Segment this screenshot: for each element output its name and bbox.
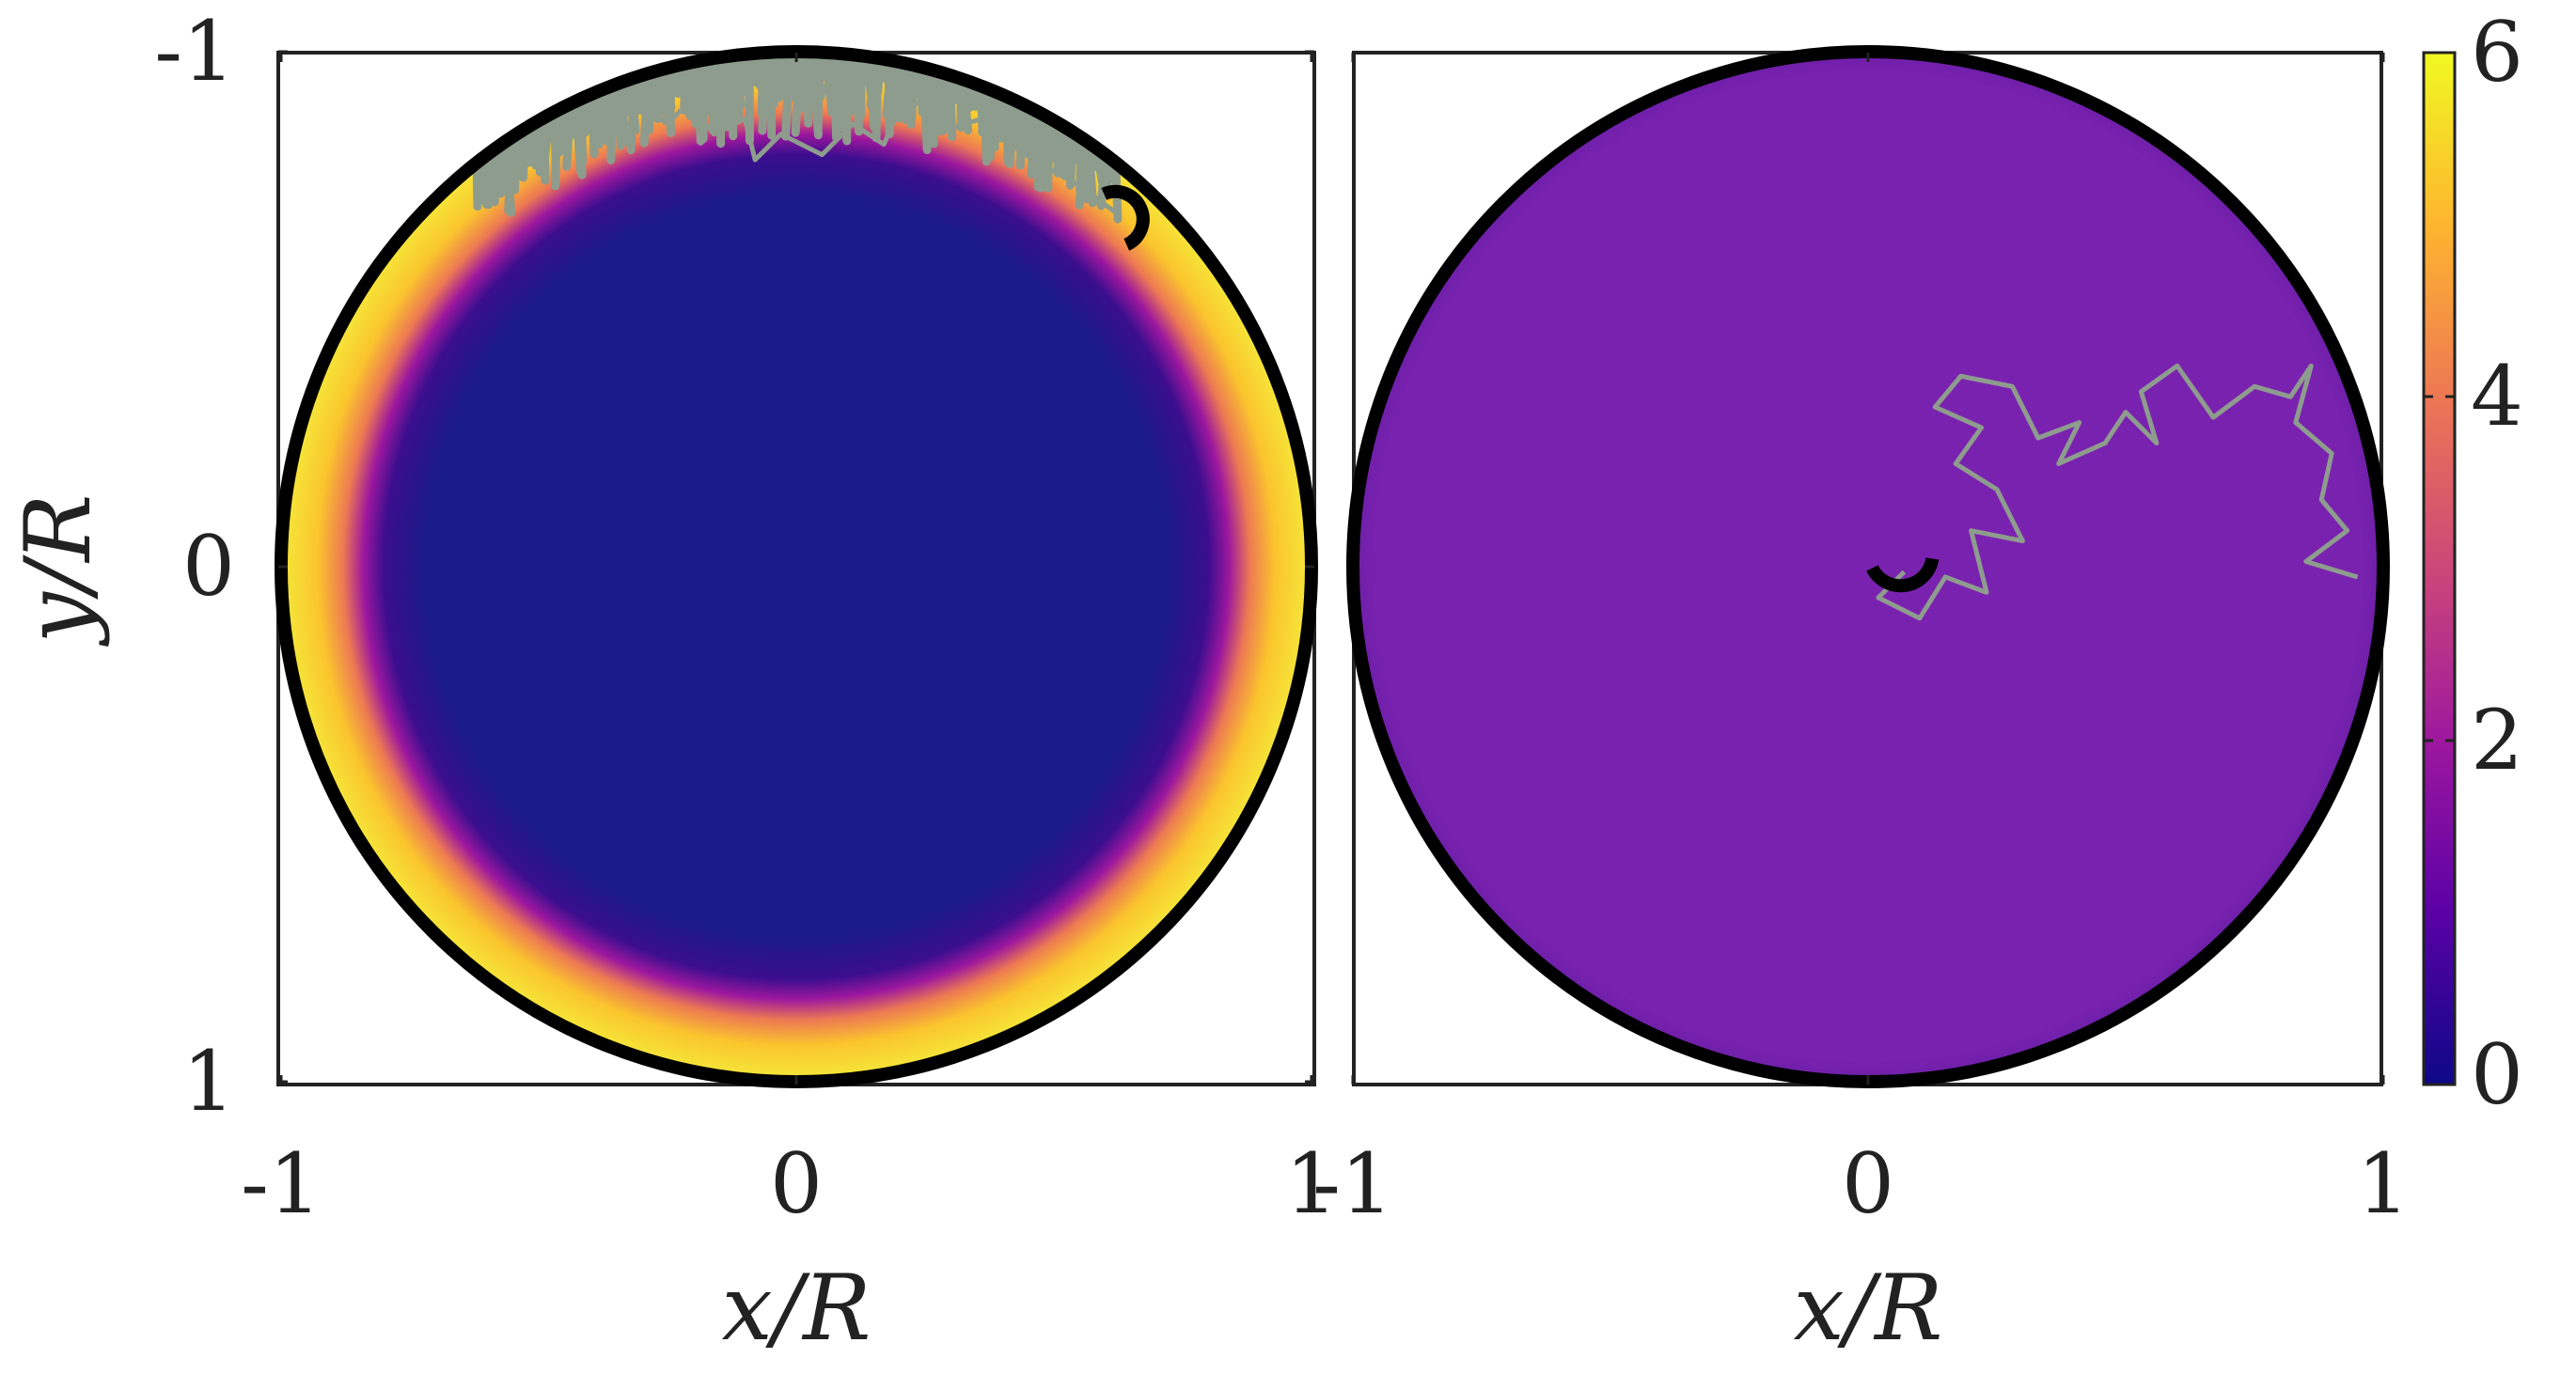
left-trajectory-dense-band <box>472 52 1123 224</box>
left-y-tick-label: 0 <box>182 518 235 615</box>
right-trajectory <box>1876 363 2359 621</box>
left-x-axis-label: x/R <box>722 1256 872 1361</box>
left-concentration-field <box>281 52 1312 1082</box>
colorbar-tick-label: 0 <box>2471 1026 2523 1123</box>
right-panel: -1 0 1 x/R <box>1312 45 2410 1361</box>
colorbar-tick-label: 4 <box>2471 348 2523 445</box>
right-concentration-field <box>1353 52 2383 1082</box>
left-y-tick-label: -1 <box>154 3 235 100</box>
left-trajectory-dense-strokes <box>472 52 1123 224</box>
right-x-tick-label: -1 <box>1312 1135 1393 1232</box>
right-trajectory-end-marker <box>1866 556 1940 593</box>
left-trajectory <box>486 95 1123 219</box>
right-x-ticks: -1 0 1 <box>1312 53 2410 1232</box>
right-x-tick-label: 0 <box>1842 1135 1894 1232</box>
colorbar-ticks: 0 2 4 6 <box>2424 4 2523 1123</box>
left-x-ticks: -1 0 1 <box>241 53 1338 1232</box>
left-y-ticks: -1 0 1 <box>154 3 1314 1130</box>
colorbar-gradient <box>2422 51 2457 1086</box>
left-y-tick-label: 1 <box>182 1033 235 1130</box>
colorbar: 0 2 4 6 <box>2422 4 2523 1123</box>
colorbar-tick-label: 2 <box>2471 692 2523 788</box>
left-x-tick-label: 1 <box>1285 1135 1338 1232</box>
left-x-tick-label: 0 <box>770 1135 823 1232</box>
left-trajectory-end-marker <box>1101 184 1150 251</box>
right-x-axis-label: x/R <box>1794 1256 1943 1361</box>
left-y-axis-label: y/R <box>6 494 111 648</box>
left-x-tick-label: -1 <box>241 1135 322 1232</box>
left-panel: -1 0 1 -1 0 1 x/R y/R <box>6 3 1338 1361</box>
right-x-tick-label: 1 <box>2357 1135 2410 1232</box>
colorbar-tick-label: 6 <box>2471 4 2523 101</box>
